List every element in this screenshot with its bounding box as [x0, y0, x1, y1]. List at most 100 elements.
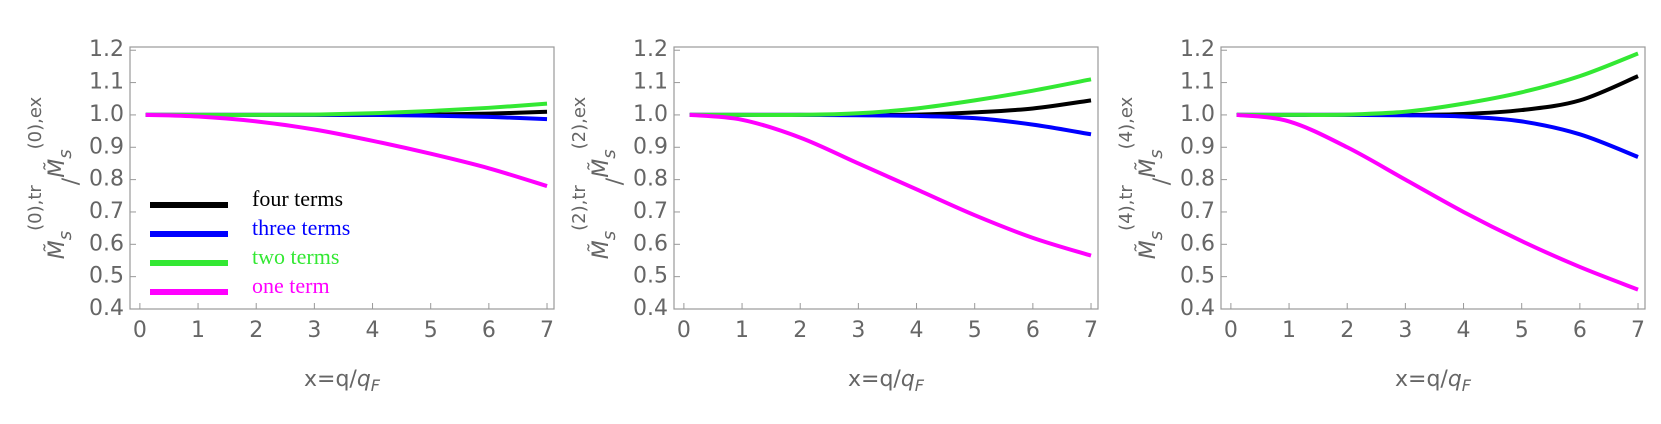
- series-line: [689, 112, 1092, 137]
- y-axis-label: M̃s(4),tr/M̃s(4),ex: [1116, 96, 1175, 259]
- series-line: [145, 112, 548, 188]
- x-tick-label: 5: [968, 318, 982, 343]
- x-tick-label: 6: [1026, 318, 1040, 343]
- x-label-part: F: [1462, 376, 1472, 395]
- y-tick-label: 0.8: [633, 167, 668, 192]
- y-axis-label: M̃s(2),tr/M̃s(2),ex: [569, 96, 628, 259]
- y-tick-label: 0.5: [89, 264, 124, 289]
- x-tick-label: 2: [793, 318, 807, 343]
- y-label-part: /: [59, 177, 84, 185]
- y-label-part: M̃: [1135, 240, 1161, 259]
- x-tick-label: 3: [307, 318, 321, 343]
- y-label-part: M̃: [588, 240, 614, 259]
- plot-frame: [1220, 46, 1646, 310]
- y-label-part: (2),tr: [569, 185, 590, 231]
- x-label-part: q: [1448, 367, 1462, 392]
- x-label-part: F: [371, 376, 381, 395]
- y-axis-label: M̃s(0),tr/M̃s(0),ex: [25, 96, 84, 259]
- y-tick-label: 0.4: [89, 296, 124, 321]
- y-label-part: s: [55, 231, 76, 240]
- y-label-part: (0),tr: [25, 185, 46, 231]
- y-tick-label: 1.0: [89, 102, 124, 127]
- x-tick-label: 4: [366, 318, 380, 343]
- y-label-part: s: [1146, 231, 1167, 240]
- y-tick-label: 0.4: [633, 296, 668, 321]
- y-label-part: s: [55, 149, 76, 158]
- legend-label: four terms: [252, 186, 343, 211]
- y-tick-label: 0.6: [89, 231, 124, 256]
- x-tick-label: 1: [1282, 318, 1296, 343]
- x-label-part: x=q/: [304, 367, 357, 392]
- y-tick-label: 0.9: [89, 134, 124, 159]
- x-tick-label: 7: [1084, 318, 1098, 343]
- x-tick-label: 6: [482, 318, 496, 343]
- y-label-part: (4),ex: [1116, 96, 1137, 149]
- x-axis-label: x=q/qF: [1395, 367, 1472, 395]
- y-tick-label: 0.9: [633, 134, 668, 159]
- y-tick-label: 0.8: [89, 167, 124, 192]
- y-label-part: M̃: [588, 159, 614, 178]
- x-tick-label: 0: [133, 318, 147, 343]
- x-label-part: F: [915, 376, 925, 395]
- y-label-part: /: [1150, 177, 1175, 185]
- y-tick-label: 0.4: [1180, 296, 1215, 321]
- y-label-part: (4),tr: [1116, 185, 1137, 231]
- y-label-part: M̃: [44, 240, 70, 259]
- panel: 0.4 0.5 0.6 0.7 0.8 0.9 1.0 1.1 1.2 0 1 2 3 4 5 6 7 x=q/q…: [569, 37, 1099, 395]
- panel: 0.4 0.5 0.6 0.7 0.8 0.9 1.0 1.1 1.2 0 1 2 3 4 5 6 7 x=q/q…: [25, 37, 555, 395]
- x-tick-label: 4: [910, 318, 924, 343]
- x-tick-label: 0: [677, 318, 691, 343]
- y-label-part: s: [1146, 149, 1167, 158]
- y-tick-label: 1.2: [89, 37, 124, 62]
- x-tick-label: 3: [851, 318, 865, 343]
- y-label-part: M̃: [1135, 159, 1161, 178]
- x-tick-label: 3: [1398, 318, 1412, 343]
- x-tick-label: 0: [1224, 318, 1238, 343]
- plot-frame: [129, 46, 555, 310]
- x-tick-label: 2: [1340, 318, 1354, 343]
- y-label-part: s: [599, 231, 620, 240]
- y-tick-label: 1.1: [1180, 70, 1215, 95]
- x-label-part: q: [357, 367, 371, 392]
- y-tick-label: 1.1: [89, 70, 124, 95]
- y-tick-label: 1.1: [633, 70, 668, 95]
- y-tick-label: 0.9: [1180, 134, 1215, 159]
- y-tick-label: 0.7: [633, 199, 668, 224]
- legend-label: three terms: [252, 215, 350, 240]
- x-label-part: x=q/: [1395, 367, 1448, 392]
- x-tick-label: 1: [191, 318, 205, 343]
- y-tick-label: 1.0: [1180, 102, 1215, 127]
- x-tick-label: 6: [1573, 318, 1587, 343]
- y-label-part: s: [599, 149, 620, 158]
- y-tick-label: 1.2: [1180, 37, 1215, 62]
- y-tick-label: 0.5: [1180, 264, 1215, 289]
- series-line: [1236, 51, 1639, 117]
- series-line: [1236, 112, 1639, 292]
- y-tick-label: 1.0: [633, 102, 668, 127]
- x-tick-label: 2: [249, 318, 263, 343]
- series-line: [689, 77, 1092, 118]
- x-label-part: q: [901, 367, 915, 392]
- x-tick-label: 7: [540, 318, 554, 343]
- x-tick-label: 4: [1457, 318, 1471, 343]
- series-line: [689, 112, 1092, 258]
- y-tick-label: 0.7: [1180, 199, 1215, 224]
- plot-frame: [673, 46, 1099, 310]
- x-axis-label: x=q/qF: [848, 367, 925, 395]
- legend-label: one term: [252, 273, 330, 298]
- y-tick-label: 0.8: [1180, 167, 1215, 192]
- y-label-part: /: [603, 177, 628, 185]
- series-line: [1236, 112, 1639, 159]
- y-tick-label: 1.2: [633, 37, 668, 62]
- y-tick-label: 0.5: [633, 264, 668, 289]
- x-axis-label: x=q/qF: [304, 367, 381, 395]
- legend-label: two terms: [252, 244, 339, 269]
- x-label-part: x=q/: [848, 367, 901, 392]
- y-tick-label: 0.6: [1180, 231, 1215, 256]
- x-tick-label: 5: [424, 318, 438, 343]
- y-label-part: (2),ex: [569, 96, 590, 149]
- panel: 0.4 0.5 0.6 0.7 0.8 0.9 1.0 1.1 1.2 0 1 2 3 4 5 6 7 x=q/q…: [1116, 37, 1646, 395]
- x-tick-label: 5: [1515, 318, 1529, 343]
- x-tick-label: 1: [735, 318, 749, 343]
